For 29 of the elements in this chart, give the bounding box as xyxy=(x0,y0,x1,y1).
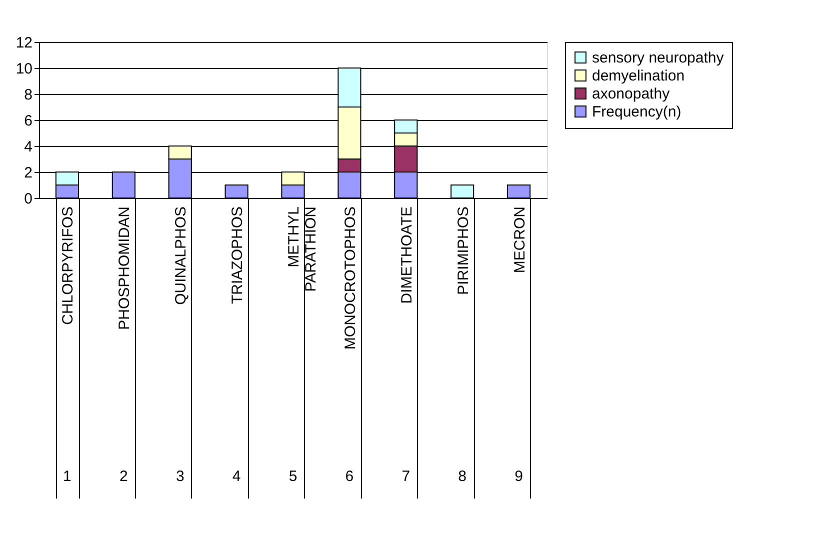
text: 1 xyxy=(63,468,72,485)
x-tick-label: MONOCROTOPHOS xyxy=(342,206,359,350)
y-tick-label: 12 xyxy=(16,34,32,52)
legend-label: axonopathy xyxy=(592,86,670,102)
legend-label: demyelination xyxy=(592,68,685,84)
x-tick-label: DIMETHOATE xyxy=(398,206,416,304)
x-tick-label: TRIAZOPHOS xyxy=(229,206,246,304)
text: 2 xyxy=(119,468,128,485)
x-tick-label: QUINALPHOS xyxy=(172,206,190,305)
x-tick-label: MECRON xyxy=(511,206,528,274)
x-tick-label: PHOSPHOMIDAN xyxy=(116,206,134,330)
text: 6 xyxy=(345,468,354,485)
legend-label: Frequency(n) xyxy=(592,104,682,120)
text: 5 xyxy=(288,468,298,485)
text: 3 xyxy=(176,468,184,485)
text: 9 xyxy=(514,468,523,485)
y-tick-label: 4 xyxy=(24,138,32,156)
legend-label: sensory neuropathy xyxy=(592,50,724,66)
y-tick-label: 0 xyxy=(24,190,32,208)
x-tick-label: PIRIMIPHOS xyxy=(454,206,472,295)
text: 7 xyxy=(402,468,410,485)
y-tick-label: 8 xyxy=(24,86,32,104)
y-tick-label: 10 xyxy=(16,60,32,78)
y-tick-label: 2 xyxy=(24,164,32,182)
x-tick-label: METHYL PARATHION xyxy=(286,206,320,292)
text: 8 xyxy=(458,468,467,485)
x-tick-label: CHLORPYRIFOS xyxy=(60,206,77,325)
text: 4 xyxy=(232,468,241,485)
y-tick-label: 6 xyxy=(24,112,32,130)
